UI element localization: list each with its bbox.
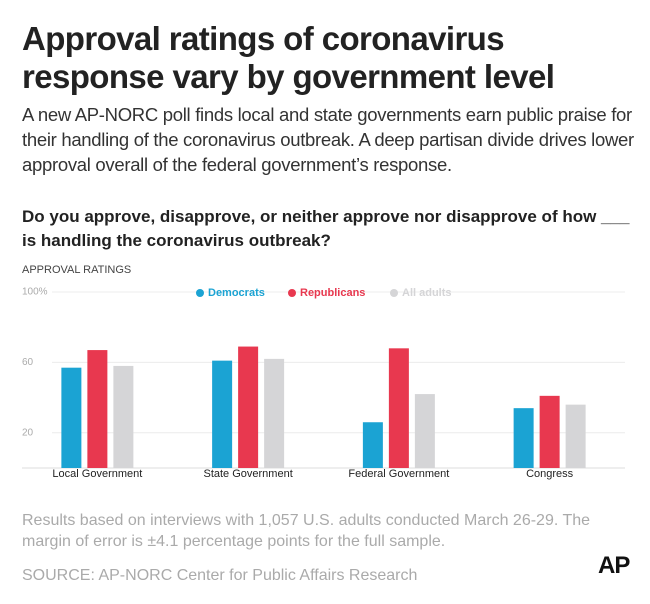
- logo: AP: [598, 552, 630, 579]
- chart: 20 60 100% Democrats Republicans All adults Lo…: [22, 287, 625, 480]
- bar: [87, 350, 108, 468]
- bar: [539, 395, 560, 468]
- bar: [513, 408, 534, 468]
- note: Results based on interviews with 1,057 U…: [22, 512, 591, 550]
- x-tick-label: Local Government: [52, 468, 142, 480]
- bar: [264, 358, 285, 468]
- bar: [212, 360, 233, 468]
- legend-dot: [390, 289, 398, 297]
- bar: [362, 422, 383, 468]
- y-tick-label: 20: [22, 427, 34, 438]
- bar: [61, 367, 82, 468]
- bar: [238, 346, 259, 468]
- x-tick-label: Federal Government: [348, 468, 449, 480]
- bar: [414, 394, 435, 468]
- y-tick-label: 100%: [22, 287, 48, 298]
- bar: [565, 404, 586, 468]
- legend-dot: [288, 289, 296, 297]
- question: Do you approve, disapprove, or neither a…: [22, 207, 630, 250]
- legend-label: Republicans: [300, 287, 365, 299]
- x-tick-label: Congress: [526, 468, 574, 480]
- legend-label: Democrats: [208, 287, 265, 299]
- title: Approval ratings of coronavirus response…: [22, 20, 555, 95]
- source: SOURCE: AP-NORC Center for Public Affair…: [22, 567, 418, 584]
- chart-title: APPROVAL RATINGS: [22, 264, 132, 276]
- y-tick-label: 60: [22, 357, 34, 368]
- bar: [113, 365, 134, 468]
- legend-label: All adults: [402, 287, 452, 299]
- bar: [388, 348, 409, 468]
- x-tick-label: State Government: [203, 468, 292, 480]
- subtitle: A new AP-NORC poll finds local and state…: [22, 104, 634, 175]
- legend-dot: [196, 289, 204, 297]
